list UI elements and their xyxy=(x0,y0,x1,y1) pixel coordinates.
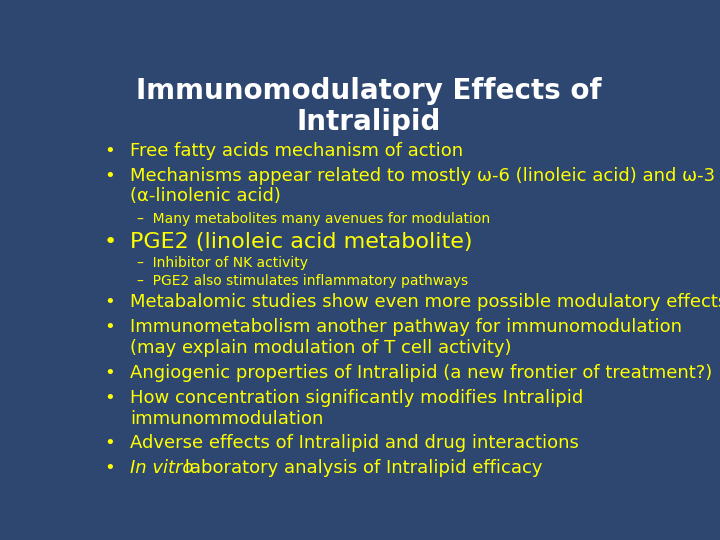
Text: •: • xyxy=(104,167,114,185)
Text: Angiogenic properties of Intralipid (a new frontier of treatment?): Angiogenic properties of Intralipid (a n… xyxy=(130,364,712,382)
Text: In vitro: In vitro xyxy=(130,460,194,477)
Text: –  Inhibitor of NK activity: – Inhibitor of NK activity xyxy=(138,256,308,271)
Text: •: • xyxy=(104,364,114,382)
Text: Free fatty acids mechanism of action: Free fatty acids mechanism of action xyxy=(130,141,463,160)
Text: •: • xyxy=(104,232,117,252)
Text: Immunometabolism another pathway for immunomodulation
(may explain modulation of: Immunometabolism another pathway for imm… xyxy=(130,318,682,357)
Text: •: • xyxy=(104,460,114,477)
Text: •: • xyxy=(104,293,114,311)
Text: •: • xyxy=(104,141,114,160)
Text: Adverse effects of Intralipid and drug interactions: Adverse effects of Intralipid and drug i… xyxy=(130,435,579,453)
Text: How concentration significantly modifies Intralipid
immunommodulation: How concentration significantly modifies… xyxy=(130,389,583,428)
Text: Metabalomic studies show even more possible modulatory effects: Metabalomic studies show even more possi… xyxy=(130,293,720,311)
Text: laboratory analysis of Intralipid efficacy: laboratory analysis of Intralipid effica… xyxy=(179,460,543,477)
Text: •: • xyxy=(104,435,114,453)
Text: –  PGE2 also stimulates inflammatory pathways: – PGE2 also stimulates inflammatory path… xyxy=(138,274,469,288)
Text: Intralipid: Intralipid xyxy=(297,109,441,137)
Text: Immunomodulatory Effects of: Immunomodulatory Effects of xyxy=(136,77,602,105)
Text: PGE2 (linoleic acid metabolite): PGE2 (linoleic acid metabolite) xyxy=(130,232,472,252)
Text: •: • xyxy=(104,389,114,407)
Text: –  Many metabolites many avenues for modulation: – Many metabolites many avenues for modu… xyxy=(138,212,490,226)
Text: Mechanisms appear related to mostly ω-6 (linoleic acid) and ω-3
(α-linolenic aci: Mechanisms appear related to mostly ω-6 … xyxy=(130,167,715,206)
Text: •: • xyxy=(104,318,114,336)
